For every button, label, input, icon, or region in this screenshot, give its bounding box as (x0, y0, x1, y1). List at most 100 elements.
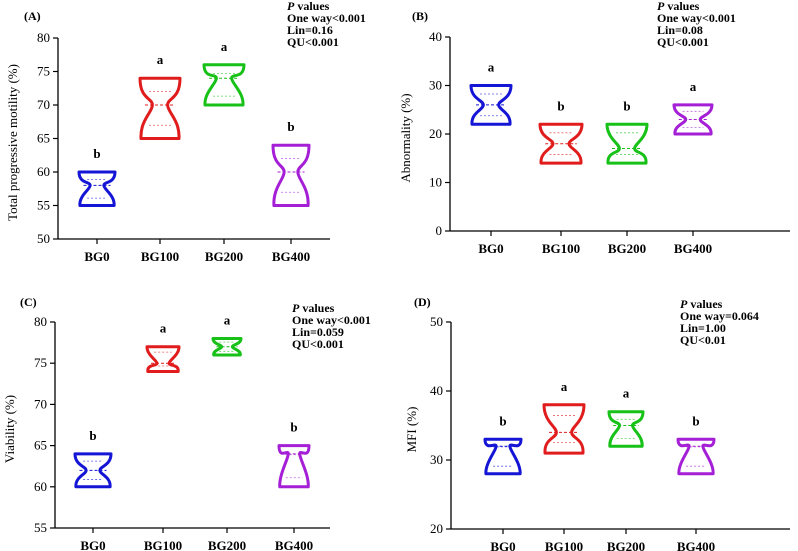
y-tick-label: 40 (429, 29, 442, 44)
x-tick-label: BG100 (141, 249, 179, 264)
violin-bg400 (271, 143, 311, 207)
pvalues-line: Lin=0.16 (287, 23, 333, 37)
y-tick-label: 20 (429, 126, 442, 141)
pvalues-line: One way<0.001 (657, 11, 736, 25)
violin-bg200 (211, 336, 243, 357)
pvalues-line: QU<0.001 (657, 35, 709, 49)
pvalues-line: Lin=0.08 (657, 23, 703, 37)
panel-a: 50 55 60 65 70 75 80 Total progressive motility… (5, 0, 366, 264)
pvalues-line: Lin=0.059 (292, 325, 344, 339)
x-tick-label: BG400 (272, 249, 310, 264)
y-tick-label: 80 (34, 314, 47, 329)
significance-letter: b (290, 420, 297, 435)
x-tick-label: BG400 (674, 241, 712, 256)
pvalues-word: values (299, 301, 334, 315)
pvalues-title: P values (292, 301, 335, 315)
significance-letter: b (499, 413, 506, 428)
y-tick-label: 80 (37, 30, 50, 45)
significance-letter: a (561, 379, 568, 394)
significance-letter: a (690, 79, 697, 94)
panel-label: (A) (24, 9, 41, 23)
violin-bg0 (77, 170, 117, 207)
y-tick-label: 50 (37, 231, 50, 246)
y-tick-label: 30 (430, 452, 443, 467)
violin-bg200 (202, 63, 246, 107)
significance-letter: b (89, 428, 96, 443)
panel-label: (D) (414, 295, 431, 309)
x-tick-label: BG200 (208, 538, 246, 551)
y-tick-label: 55 (37, 198, 50, 213)
significance-letter: b (557, 98, 564, 113)
x-tick-label: BG400 (677, 539, 715, 551)
y-axis-label: Abnormality (%) (398, 93, 413, 182)
significance-letter: b (692, 413, 699, 428)
y-tick-label: 60 (34, 479, 47, 494)
x-tick-label: BG0 (478, 241, 503, 256)
y-tick-label: 0 (436, 223, 443, 238)
pvalues-word: values (664, 0, 699, 13)
panel-label: (B) (412, 9, 428, 23)
x-tick-label: BG200 (607, 539, 645, 551)
y-axis-label: MFI (%) (404, 407, 419, 453)
violin-bg400 (676, 437, 716, 476)
y-tick-label: 65 (37, 131, 50, 146)
panel-b: 0 10 20 30 40 Abnormality (%) BG0 a BG100 b BG200 b… (398, 0, 790, 256)
panel-c: 55 60 65 70 75 80 Viability (%) BG0 b BG100 a BG200… (2, 295, 371, 551)
violin-bg0 (483, 437, 523, 476)
significance-letter: a (623, 386, 630, 401)
panel-label: (C) (20, 295, 37, 309)
x-tick-label: BG0 (84, 249, 109, 264)
pvalues-word: values (687, 297, 722, 311)
violin-bg100 (538, 122, 584, 165)
pvalues-line: One way<0.001 (287, 11, 366, 25)
significance-letter: a (160, 321, 167, 336)
violin-bg0 (469, 84, 513, 126)
y-tick-label: 70 (37, 97, 50, 112)
y-tick-label: 75 (37, 64, 50, 79)
y-tick-label: 70 (34, 396, 47, 411)
violin-bg0 (73, 452, 113, 489)
pvalues-line: QU<0.001 (292, 337, 344, 351)
y-tick-label: 75 (34, 355, 47, 370)
significance-letter: a (157, 52, 164, 67)
y-axis-label: Viability (%) (2, 395, 17, 463)
y-tick-label: 40 (430, 383, 443, 398)
pvalues-line: QU<0.001 (287, 35, 339, 49)
x-tick-label: BG0 (80, 538, 105, 551)
pvalues-p: P (287, 0, 295, 13)
y-tick-label: 60 (37, 164, 50, 179)
x-tick-label: BG200 (205, 249, 243, 264)
pvalues-line: QU<0.01 (680, 333, 726, 347)
pvalues-line: Lin=1.00 (680, 321, 726, 335)
x-tick-label: BG200 (608, 241, 646, 256)
pvalues-p: P (680, 297, 688, 311)
pvalues-line: One way<0.001 (292, 313, 371, 327)
y-axis-label: Total progressive motility (%) (5, 64, 20, 221)
pvalues-title: P values (657, 0, 700, 13)
x-tick-label: BG0 (490, 539, 515, 551)
panel-d: 20 30 40 50 MFI (%) BG0 b BG100 a BG200 a BG400 b (D)… (404, 295, 790, 551)
significance-letter: a (488, 60, 495, 75)
significance-letter: b (623, 98, 630, 113)
y-tick-label: 50 (430, 314, 443, 329)
y-tick-label: 20 (430, 521, 443, 536)
y-tick-label: 55 (34, 520, 47, 535)
pvalues-p: P (292, 301, 300, 315)
pvalues-line: One way=0.064 (680, 309, 759, 323)
pvalues-p: P (657, 0, 665, 13)
violin-bg200 (607, 410, 645, 448)
significance-letter: b (287, 119, 294, 134)
violin-bg100 (542, 403, 586, 455)
x-tick-label: BG100 (144, 538, 182, 551)
violin-bg400 (277, 444, 311, 489)
x-tick-label: BG400 (275, 538, 313, 551)
y-tick-label: 10 (429, 175, 442, 190)
pvalues-title: P values (287, 0, 330, 13)
pvalues-title: P values (680, 297, 723, 311)
significance-letter: a (224, 312, 231, 327)
violin-bg400 (672, 103, 714, 136)
x-tick-label: BG100 (545, 539, 583, 551)
significance-letter: a (221, 39, 228, 54)
violin-bg200 (605, 122, 649, 165)
